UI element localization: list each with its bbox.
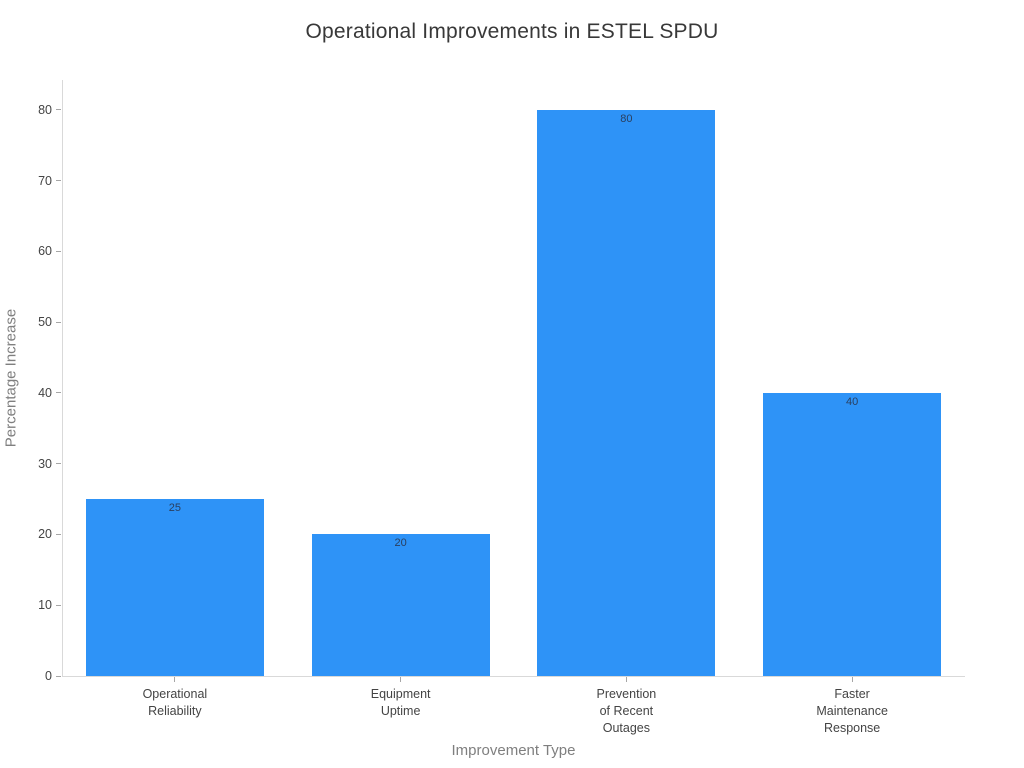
y-tick-label-0: 0 xyxy=(45,668,52,683)
y-tick-mark-60 xyxy=(56,250,61,252)
y-tick-mark-70 xyxy=(56,180,61,181)
x-category-label-prevention-of-recent-outages: Prevention of Recent Outages xyxy=(596,687,657,735)
x-category-label-operational-reliability: Operational Reliability xyxy=(142,687,208,718)
x-axis-title: Improvement Type xyxy=(451,742,576,759)
bar-prevention-of-recent-outages: 80 xyxy=(537,109,716,676)
y-tick-label-40: 40 xyxy=(38,385,52,400)
x-tick-mark-faster-maintenance-response xyxy=(851,677,853,682)
bar-value-label-prevention-of-recent-outages: 80 xyxy=(620,112,633,125)
chart-title: Operational Improvements in ESTEL SPDU xyxy=(305,20,719,43)
y-tick-mark-50 xyxy=(56,321,61,323)
bar-operational-reliability: 25 xyxy=(85,499,264,676)
y-tick-label-70: 70 xyxy=(38,173,52,188)
y-tick-label-80: 80 xyxy=(38,102,52,117)
x-tick-mark-operational-reliability xyxy=(174,677,176,682)
y-tick-mark-40 xyxy=(56,392,61,394)
y-tick-mark-30 xyxy=(56,463,61,465)
bar-equipment-uptime: 20 xyxy=(311,534,490,676)
y-tick-mark-10 xyxy=(56,604,61,606)
x-tick-mark-equipment-uptime xyxy=(400,677,402,682)
y-axis-line xyxy=(62,80,63,677)
bar-faster-maintenance-response: 40 xyxy=(763,392,942,676)
y-tick-label-10: 10 xyxy=(38,597,52,612)
y-tick-mark-80 xyxy=(56,109,61,111)
y-tick-mark-0 xyxy=(56,675,61,677)
x-category-label-equipment-uptime: Equipment Uptime xyxy=(370,687,431,718)
y-tick-label-50: 50 xyxy=(38,314,52,329)
y-tick-label-60: 60 xyxy=(38,244,52,259)
plot-area: 0 10 20 30 40 50 60 70 80 25 Operational Reliabili… xyxy=(38,80,965,735)
y-tick-label-20: 20 xyxy=(38,527,52,542)
y-tick-mark-20 xyxy=(56,533,61,535)
x-category-label-faster-maintenance-response: Faster Maintenance Response xyxy=(816,687,888,735)
bar-value-label-operational-reliability: 25 xyxy=(168,502,181,515)
x-tick-mark-prevention-of-recent-outages xyxy=(625,677,627,682)
y-tick-label-30: 30 xyxy=(38,456,52,471)
y-axis-title: Percentage Increase xyxy=(2,308,20,448)
bar-value-label-faster-maintenance-response: 40 xyxy=(845,395,859,408)
x-axis-line xyxy=(62,676,965,677)
bar-value-label-equipment-uptime: 20 xyxy=(394,537,407,550)
